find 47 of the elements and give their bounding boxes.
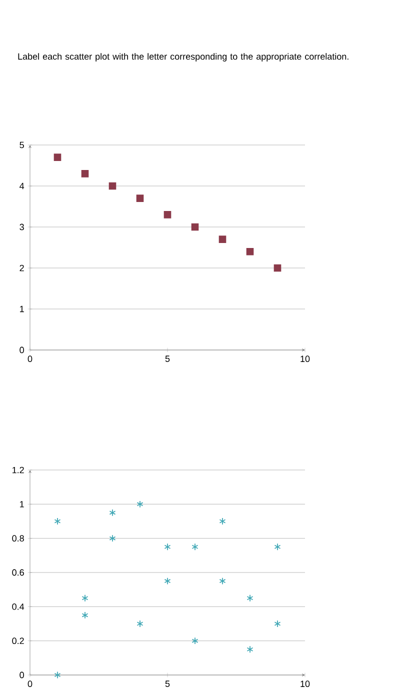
point	[164, 543, 171, 551]
point	[82, 612, 88, 619]
point	[54, 518, 61, 525]
y-tick-label: 4	[20, 182, 24, 190]
point	[274, 620, 281, 628]
y-tick-label: 5	[20, 142, 24, 148]
y-tick-label: 2	[20, 264, 24, 272]
y-tick-label: 0	[20, 672, 24, 678]
y-tick-label: 1	[20, 306, 24, 312]
point	[108, 182, 116, 190]
point	[164, 577, 171, 585]
x-tick-label: 5	[165, 356, 170, 362]
x-tick-label: 10	[300, 356, 310, 362]
point	[192, 637, 198, 644]
point	[219, 577, 226, 585]
y-tick-label: 0	[20, 346, 24, 354]
point	[218, 236, 226, 243]
chart-title: Label each scatter plot with the letter corresponding to the appropriate correlation.	[18, 53, 348, 62]
point	[192, 543, 198, 551]
point	[246, 594, 254, 602]
point	[81, 170, 89, 178]
y-tick-label: 0.6	[12, 569, 24, 576]
x-tick-label: 0	[28, 680, 32, 688]
point	[82, 594, 88, 602]
point	[109, 509, 116, 516]
point	[274, 543, 281, 551]
x-tick-label: 5	[165, 680, 170, 687]
x-tick-label: 10	[300, 680, 310, 688]
y-tick-label: 1.2	[12, 466, 24, 474]
point	[136, 620, 144, 628]
point	[136, 194, 144, 202]
y-tick-label: 0.2	[12, 638, 24, 644]
y-tick-label: 3	[20, 224, 24, 230]
y-tick-label: 0.8	[12, 535, 24, 542]
point	[246, 248, 254, 256]
point	[219, 518, 226, 525]
point	[54, 671, 61, 679]
point	[191, 223, 199, 231]
point	[164, 211, 172, 218]
point	[109, 534, 116, 542]
x-tick-label: 0	[28, 356, 32, 362]
point	[54, 154, 62, 161]
point	[246, 646, 254, 654]
point	[274, 264, 282, 272]
point	[136, 500, 144, 508]
y-tick-label: 1	[20, 501, 24, 508]
y-tick-label: 0.4	[12, 603, 24, 610]
